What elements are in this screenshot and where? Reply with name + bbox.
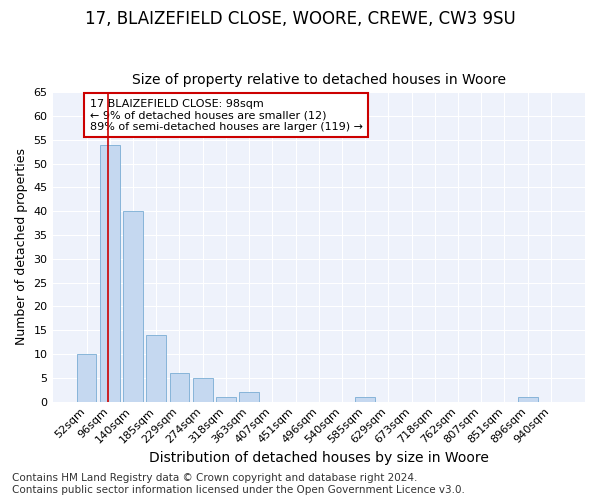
Bar: [123, 212, 143, 402]
Bar: [216, 397, 236, 402]
Bar: [518, 397, 538, 402]
Bar: [146, 335, 166, 402]
Bar: [170, 373, 190, 402]
Text: 17, BLAIZEFIELD CLOSE, WOORE, CREWE, CW3 9SU: 17, BLAIZEFIELD CLOSE, WOORE, CREWE, CW3…: [85, 10, 515, 28]
Title: Size of property relative to detached houses in Woore: Size of property relative to detached ho…: [132, 73, 506, 87]
Y-axis label: Number of detached properties: Number of detached properties: [15, 148, 28, 346]
Bar: [100, 144, 119, 402]
Bar: [193, 378, 212, 402]
Text: 17 BLAIZEFIELD CLOSE: 98sqm
← 9% of detached houses are smaller (12)
89% of semi: 17 BLAIZEFIELD CLOSE: 98sqm ← 9% of deta…: [90, 98, 363, 132]
Bar: [77, 354, 97, 402]
Bar: [355, 397, 375, 402]
X-axis label: Distribution of detached houses by size in Woore: Distribution of detached houses by size …: [149, 451, 489, 465]
Bar: [239, 392, 259, 402]
Text: Contains HM Land Registry data © Crown copyright and database right 2024.
Contai: Contains HM Land Registry data © Crown c…: [12, 474, 465, 495]
